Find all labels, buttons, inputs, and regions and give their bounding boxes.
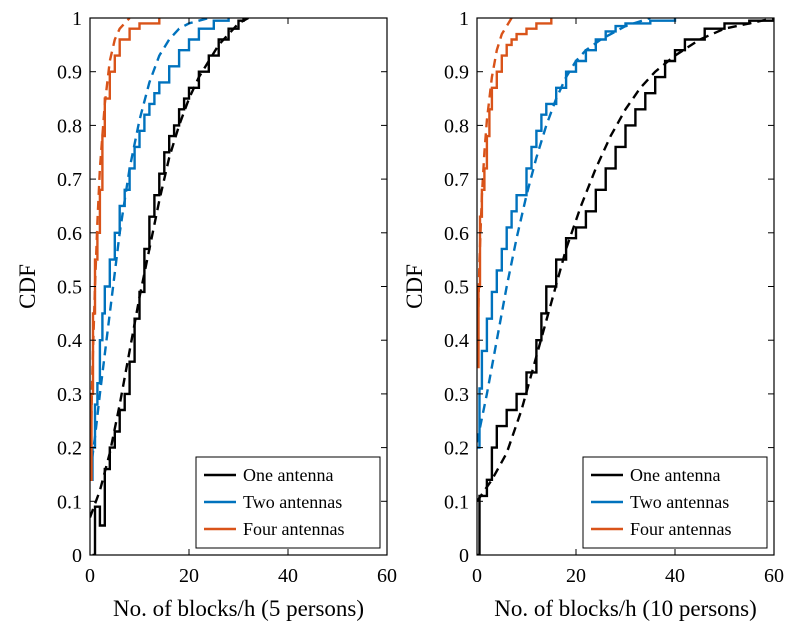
y-tick-label-10: 1 — [72, 8, 82, 30]
y-tick-label-8: 0.8 — [57, 115, 82, 137]
y-tick-label-1: 0.1 — [444, 491, 469, 513]
y-tick-label-9: 0.9 — [57, 62, 82, 84]
y-tick-label-5: 0.5 — [444, 277, 469, 299]
series-line-4 — [477, 18, 651, 443]
series-line-3 — [90, 18, 230, 481]
y-tick-label-6: 0.6 — [57, 223, 82, 245]
y-tick-label-10: 1 — [459, 8, 469, 30]
legend-label-2: Two antennas — [630, 492, 729, 512]
y-tick-label-3: 0.3 — [57, 384, 82, 406]
legend: One antenna Two antennas Four antennas — [582, 456, 768, 549]
series-line-1 — [92, 18, 245, 555]
series-line-2 — [90, 18, 249, 518]
y-tick-label-8: 0.8 — [444, 115, 469, 137]
x-tick-label-1: 20 — [179, 565, 199, 587]
y-tick-label-3: 0.3 — [444, 384, 469, 406]
legend-label-1: One antenna — [243, 465, 333, 485]
y-axis-label: CDF — [15, 264, 40, 309]
series-line-2 — [477, 18, 774, 502]
x-axis-label: No. of blocks/h (5 persons) — [113, 596, 364, 621]
legend: One antenna Two antennas Four antennas — [195, 456, 381, 549]
y-tick-label-4: 0.4 — [57, 330, 82, 352]
chart-panel-1: 0 0.1 0.2 0.3 0.4 0.5 0.6 0.7 0.8 0.9 1 0 20 40 60 No. … — [15, 8, 397, 621]
series-line-6 — [477, 18, 513, 368]
y-tick-label-2: 0.2 — [444, 438, 469, 460]
y-tick-label-9: 0.9 — [444, 62, 469, 84]
legend-label-3: Four antennas — [243, 519, 344, 539]
series-line-5 — [477, 18, 553, 369]
x-tick-label-2: 40 — [278, 565, 298, 587]
y-tick-label-7: 0.7 — [444, 169, 469, 191]
series-group — [477, 18, 774, 555]
x-tick-label-2: 40 — [665, 565, 685, 587]
legend-label-3: Four antennas — [630, 519, 731, 539]
x-tick-label-0: 0 — [472, 565, 482, 587]
y-tick-label-2: 0.2 — [57, 438, 82, 460]
y-tick-label-6: 0.6 — [444, 223, 469, 245]
y-tick-label-4: 0.4 — [444, 330, 469, 352]
y-tick-label-7: 0.7 — [57, 169, 82, 191]
x-axis-label: No. of blocks/h (10 persons) — [494, 596, 757, 621]
x-tick-label-1: 20 — [566, 565, 586, 587]
x-tick-label-0: 0 — [85, 565, 95, 587]
series-line-3 — [477, 18, 677, 449]
series-group — [90, 18, 249, 555]
y-tick-label-0: 0 — [459, 545, 469, 567]
y-tick-label-1: 0.1 — [57, 491, 82, 513]
legend-label-1: One antenna — [630, 465, 720, 485]
y-tick-label-5: 0.5 — [57, 277, 82, 299]
legend-label-2: Two antennas — [243, 492, 342, 512]
series-line-6 — [90, 18, 131, 480]
y-axis-label: CDF — [402, 264, 427, 309]
chart-panel-2: 0 0.1 0.2 0.3 0.4 0.5 0.6 0.7 0.8 0.9 1 0 20 40 60 No. … — [402, 8, 784, 621]
y-tick-label-0: 0 — [72, 545, 82, 567]
x-tick-label-3: 60 — [377, 565, 397, 587]
x-tick-label-3: 60 — [764, 565, 784, 587]
series-line-4 — [90, 18, 210, 475]
